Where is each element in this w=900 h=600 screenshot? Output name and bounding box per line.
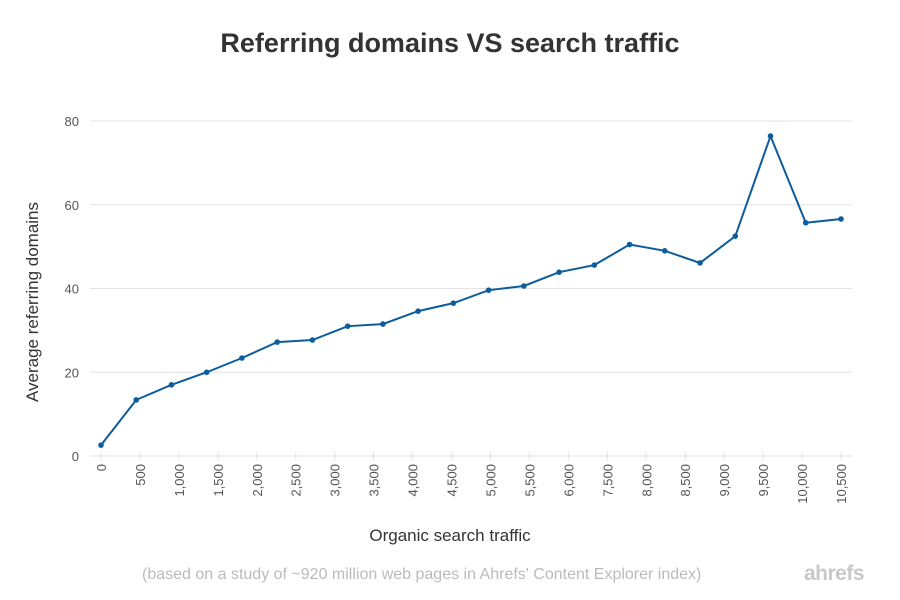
data-point	[133, 397, 140, 403]
y-tick-label: 20	[65, 365, 79, 380]
data-point	[203, 369, 210, 376]
x-tick-label: 500	[133, 464, 148, 486]
y-axis-label: Average referring domains	[23, 202, 42, 402]
x-tick-label: 4,000	[406, 464, 421, 497]
data-point	[626, 241, 633, 248]
x-tick-label: 1,000	[172, 464, 187, 497]
x-tick-label: 10,000	[795, 464, 810, 504]
chart-title: Referring domains VS search traffic	[220, 28, 680, 58]
x-tick-label: 8,500	[678, 464, 693, 497]
data-point	[239, 355, 245, 361]
x-axis-label: Organic search traffic	[369, 526, 531, 545]
x-tick-label: 7,500	[600, 464, 615, 497]
data-point	[767, 133, 774, 139]
x-tick-label: 9,500	[756, 464, 771, 497]
x-tick-label: 2,000	[250, 464, 265, 497]
data-point	[380, 321, 386, 327]
data-point	[697, 260, 703, 266]
data-point	[521, 283, 527, 289]
x-tick-label: 8,000	[639, 464, 654, 497]
x-tick-label: 6,000	[561, 464, 576, 497]
data-point	[450, 300, 457, 306]
y-tick-label: 80	[65, 114, 79, 129]
x-tick-label: 2,500	[289, 464, 304, 497]
data-point	[838, 216, 844, 222]
x-tick-label: 4,500	[445, 464, 460, 497]
data-point	[732, 233, 739, 239]
data-point	[591, 262, 598, 268]
y-tick-label: 60	[65, 198, 79, 213]
y-tick-label: 40	[65, 282, 79, 297]
data-point	[802, 219, 809, 226]
data-point	[485, 287, 492, 293]
data-point	[168, 382, 175, 388]
data-point	[556, 269, 562, 275]
x-tick-label: 1,500	[211, 464, 226, 497]
x-tick-label: 0	[94, 464, 109, 471]
ahrefs-logo: ahrefs	[804, 562, 865, 585]
x-tick-label: 5,500	[522, 464, 537, 497]
series-line	[100, 133, 842, 446]
data-point	[344, 323, 351, 329]
footnote: (based on a study of ~920 million web pa…	[142, 566, 702, 583]
x-tick-label: 3,500	[367, 464, 382, 497]
y-tick-label: 0	[72, 449, 79, 464]
data-point	[274, 339, 280, 345]
data-point	[98, 442, 104, 448]
data-point	[415, 308, 421, 314]
data-point	[662, 248, 668, 254]
x-tick-label: 5,000	[483, 464, 498, 497]
x-tick-label: 3,000	[328, 464, 343, 497]
line-chart: 0 20 40 60 80 0 500 1,000 1,500 2,000 2,500 3,000 3…	[23, 114, 852, 545]
data-point	[309, 337, 316, 343]
x-tick-label: 10,500	[834, 464, 849, 504]
x-tick-label: 9,000	[717, 464, 732, 497]
